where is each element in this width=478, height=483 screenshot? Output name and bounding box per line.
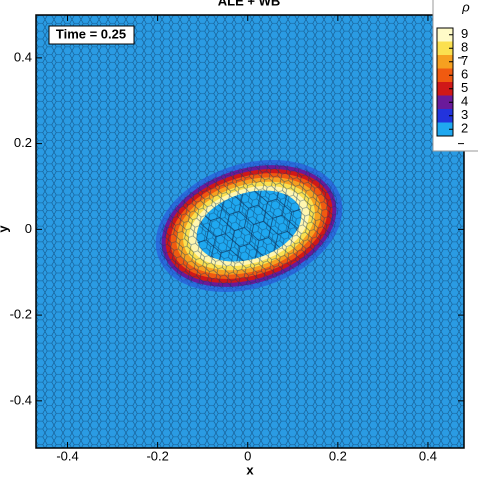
colorbar-swatch	[437, 122, 453, 136]
y-axis-label: y	[0, 225, 10, 233]
colorbar-swatch	[437, 68, 453, 82]
colorbar-tick-label: 4	[461, 94, 468, 109]
plot-frame	[35, 14, 465, 449]
colorbar-frame	[436, 27, 454, 137]
field	[36, 15, 464, 448]
colorbar-tick-label: 7	[461, 53, 468, 68]
y-tick-label: 0	[25, 221, 32, 236]
annotation: Time = 0.25	[56, 26, 126, 41]
y-tick-label: -0.4	[10, 392, 32, 407]
colorbar-swatch	[437, 28, 453, 42]
colorbar-swatch	[437, 55, 453, 69]
annotation-box	[48, 25, 135, 45]
x-tick-label: -0.4	[56, 448, 78, 463]
chart-title: ALE + WB	[218, 0, 280, 8]
colorbar-swatch	[437, 109, 453, 123]
colorbar-tick-label: 9	[461, 26, 468, 41]
x-tick-label: 0.2	[329, 448, 347, 463]
colorbar-tick-label: 8	[461, 40, 468, 55]
y-tick-label: -0.2	[10, 307, 32, 322]
colorbar-tick-label: 3	[461, 107, 468, 122]
y-tick-label: 0.4	[14, 49, 32, 64]
x-tick-label: 0	[244, 448, 251, 463]
colorbar-swatch	[437, 95, 453, 109]
colorbar-swatch	[437, 41, 453, 55]
colorbar-label: ρ	[461, 0, 470, 14]
x-axis-label: x	[246, 462, 254, 477]
colorbar-swatch	[437, 82, 453, 96]
y-tick-label: 0.2	[14, 135, 32, 150]
colorbar-tick-label: 2	[461, 121, 468, 136]
x-tick-label: 0.4	[419, 448, 437, 463]
x-tick-label: -0.2	[146, 448, 168, 463]
colorbar-tick-label: 6	[461, 67, 468, 82]
colorbar-tick-label: 5	[461, 80, 468, 95]
